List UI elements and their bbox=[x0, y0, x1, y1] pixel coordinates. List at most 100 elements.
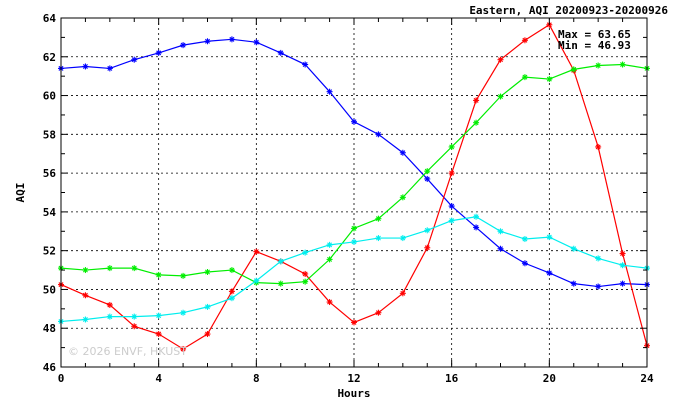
data-point bbox=[351, 319, 357, 326]
data-point bbox=[521, 37, 528, 44]
x-axis-label: Hours bbox=[337, 387, 370, 400]
data-point bbox=[82, 316, 89, 323]
x-tick-label: 20 bbox=[543, 372, 556, 385]
data-point bbox=[473, 97, 480, 104]
data-point bbox=[82, 292, 89, 299]
y-axis-label: AQI bbox=[14, 183, 27, 203]
data-point bbox=[424, 244, 431, 251]
data-point bbox=[326, 299, 333, 306]
data-point bbox=[375, 215, 382, 222]
y-tick-label: 54 bbox=[43, 206, 57, 219]
data-point bbox=[619, 61, 626, 68]
data-point bbox=[595, 62, 602, 69]
data-point bbox=[155, 312, 162, 319]
data-point bbox=[351, 118, 357, 125]
data-point bbox=[473, 224, 480, 231]
data-point bbox=[595, 255, 602, 262]
data-point bbox=[521, 74, 528, 81]
data-point bbox=[302, 61, 309, 68]
plot-frame bbox=[60, 17, 648, 368]
data-point bbox=[570, 245, 577, 252]
data-point bbox=[497, 245, 504, 252]
data-point bbox=[375, 131, 382, 138]
max-value-label: Max = 63.65 bbox=[558, 28, 631, 41]
data-point bbox=[424, 175, 431, 182]
data-point bbox=[180, 272, 187, 279]
data-point bbox=[595, 283, 602, 290]
min-value-label: Min = 46.93 bbox=[558, 39, 631, 52]
series-4 bbox=[58, 213, 650, 325]
data-point bbox=[106, 265, 113, 272]
data-point bbox=[131, 56, 138, 63]
data-point bbox=[106, 65, 113, 72]
data-point bbox=[302, 249, 309, 256]
watermark: © 2026 ENVF, HKUST bbox=[68, 345, 187, 358]
data-point bbox=[546, 234, 553, 241]
data-point bbox=[277, 49, 284, 56]
data-point bbox=[619, 250, 626, 257]
data-point bbox=[253, 248, 260, 255]
data-point bbox=[180, 345, 187, 352]
data-point bbox=[375, 309, 382, 316]
data-point bbox=[253, 39, 260, 46]
x-tick-label: 4 bbox=[155, 372, 162, 385]
data-point bbox=[180, 309, 187, 316]
x-tick-label: 16 bbox=[445, 372, 459, 385]
data-point bbox=[448, 170, 455, 177]
data-point bbox=[448, 143, 455, 150]
data-point bbox=[155, 49, 162, 56]
y-tick-label: 58 bbox=[43, 128, 56, 141]
data-point bbox=[131, 323, 138, 330]
data-point bbox=[473, 119, 480, 126]
x-tick-label: 0 bbox=[58, 372, 65, 385]
data-point bbox=[204, 303, 211, 310]
data-point bbox=[228, 36, 235, 43]
data-point bbox=[106, 313, 113, 320]
data-point bbox=[424, 227, 431, 234]
y-tick-label: 46 bbox=[43, 361, 57, 374]
data-point bbox=[277, 280, 284, 287]
data-point bbox=[228, 288, 235, 295]
series-layer bbox=[58, 21, 650, 352]
data-point bbox=[204, 268, 211, 275]
data-point bbox=[521, 260, 528, 267]
y-tick-label: 50 bbox=[43, 283, 56, 296]
data-point bbox=[204, 38, 211, 45]
data-point bbox=[228, 267, 235, 274]
y-tick-label: 60 bbox=[43, 90, 56, 103]
data-point bbox=[619, 280, 626, 287]
data-point bbox=[131, 313, 138, 320]
data-point bbox=[302, 270, 309, 277]
data-point bbox=[595, 143, 602, 150]
chart-title: Eastern, AQI 20200923-20200926 bbox=[469, 4, 668, 17]
data-point bbox=[399, 149, 406, 156]
data-point bbox=[399, 194, 406, 201]
data-point bbox=[570, 280, 577, 287]
data-point bbox=[399, 235, 406, 242]
data-point bbox=[448, 203, 455, 210]
data-point bbox=[155, 271, 162, 278]
data-point bbox=[277, 258, 284, 265]
data-point bbox=[82, 267, 89, 274]
y-tick-label: 48 bbox=[43, 322, 56, 335]
data-point bbox=[351, 238, 357, 245]
data-point bbox=[131, 265, 138, 272]
data-point bbox=[546, 269, 553, 276]
data-point bbox=[82, 63, 89, 70]
data-point bbox=[521, 236, 528, 243]
data-point bbox=[155, 331, 162, 338]
series-3 bbox=[58, 61, 650, 287]
data-point bbox=[619, 262, 626, 269]
y-tick-label: 56 bbox=[43, 167, 57, 180]
x-tick-label: 8 bbox=[253, 372, 260, 385]
data-point bbox=[228, 295, 235, 302]
data-point bbox=[326, 241, 333, 248]
data-point bbox=[546, 76, 553, 83]
data-point bbox=[253, 277, 260, 284]
data-point bbox=[399, 290, 406, 297]
data-point bbox=[180, 42, 187, 49]
data-point bbox=[497, 228, 504, 235]
data-point bbox=[473, 213, 480, 220]
